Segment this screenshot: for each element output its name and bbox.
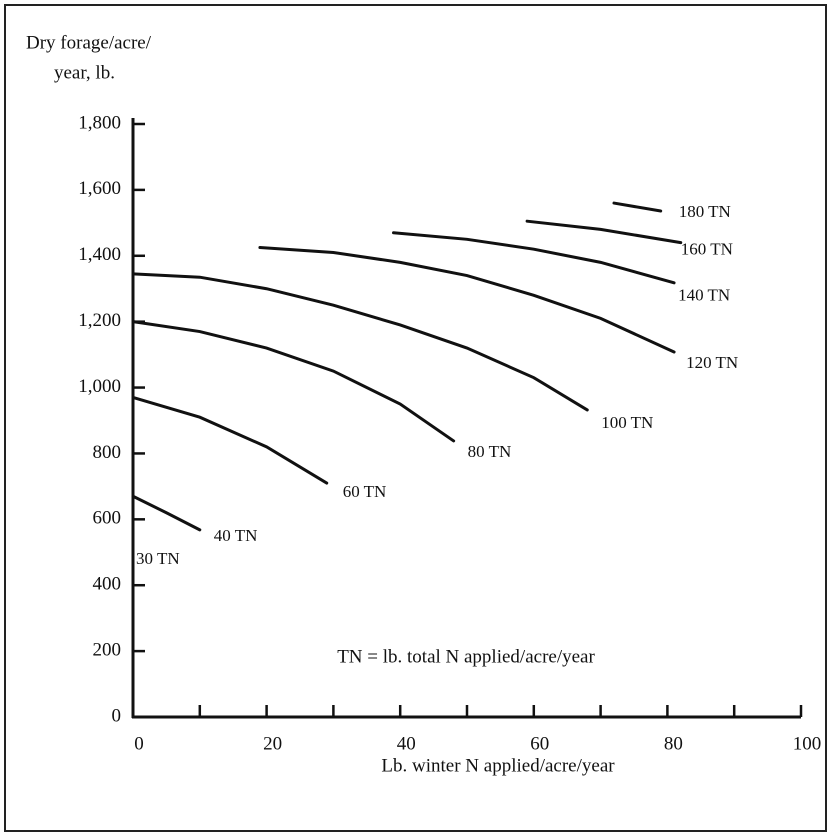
y-tick-label: 200: [93, 639, 122, 660]
curve-label: 120 TN: [686, 353, 738, 372]
curve-label: 180 TN: [679, 202, 731, 221]
curve-label: 100 TN: [601, 413, 653, 432]
curve-label: 160 TN: [681, 240, 733, 259]
curve: [131, 272, 589, 412]
x-tick-label: 100: [793, 733, 822, 754]
x-tick-label: 0: [134, 733, 144, 754]
y-tick-label: 1,400: [78, 244, 121, 265]
curve: [258, 246, 676, 354]
x-tick-label: 40: [397, 733, 416, 754]
curve-label: 80 TN: [468, 442, 512, 461]
y-axis-title: year, lb.: [54, 62, 115, 83]
y-tick-label: 800: [93, 442, 122, 463]
y-tick-label: 1,200: [78, 310, 121, 331]
x-tick-label: 80: [664, 733, 683, 754]
y-tick-label: 1,800: [78, 112, 121, 133]
annotation: TN = lb. total N applied/acre/year: [337, 646, 595, 667]
x-axis-title: Lb. winter N applied/acre/year: [381, 755, 615, 776]
x-tick-label: 20: [263, 733, 282, 754]
x-tick-label: 60: [530, 733, 549, 754]
y-tick-label: 600: [93, 508, 122, 529]
curve: [131, 320, 456, 443]
curve: [131, 494, 202, 532]
curve-label: 40 TN: [214, 526, 258, 545]
y-tick-label: 1,000: [78, 376, 121, 397]
curve-label: 60 TN: [343, 482, 387, 501]
y-tick-label: 0: [112, 705, 122, 726]
curve: [525, 219, 683, 245]
y-tick-label: 1,600: [78, 178, 121, 199]
curve-label: 140 TN: [678, 286, 730, 305]
y-axis-title: Dry forage/acre/: [26, 32, 152, 53]
curve: [392, 231, 676, 285]
curve: [612, 201, 663, 213]
frame: [4, 4, 827, 832]
annotation: 30 TN: [136, 549, 180, 568]
curve: [131, 395, 329, 485]
y-tick-label: 400: [93, 574, 122, 595]
